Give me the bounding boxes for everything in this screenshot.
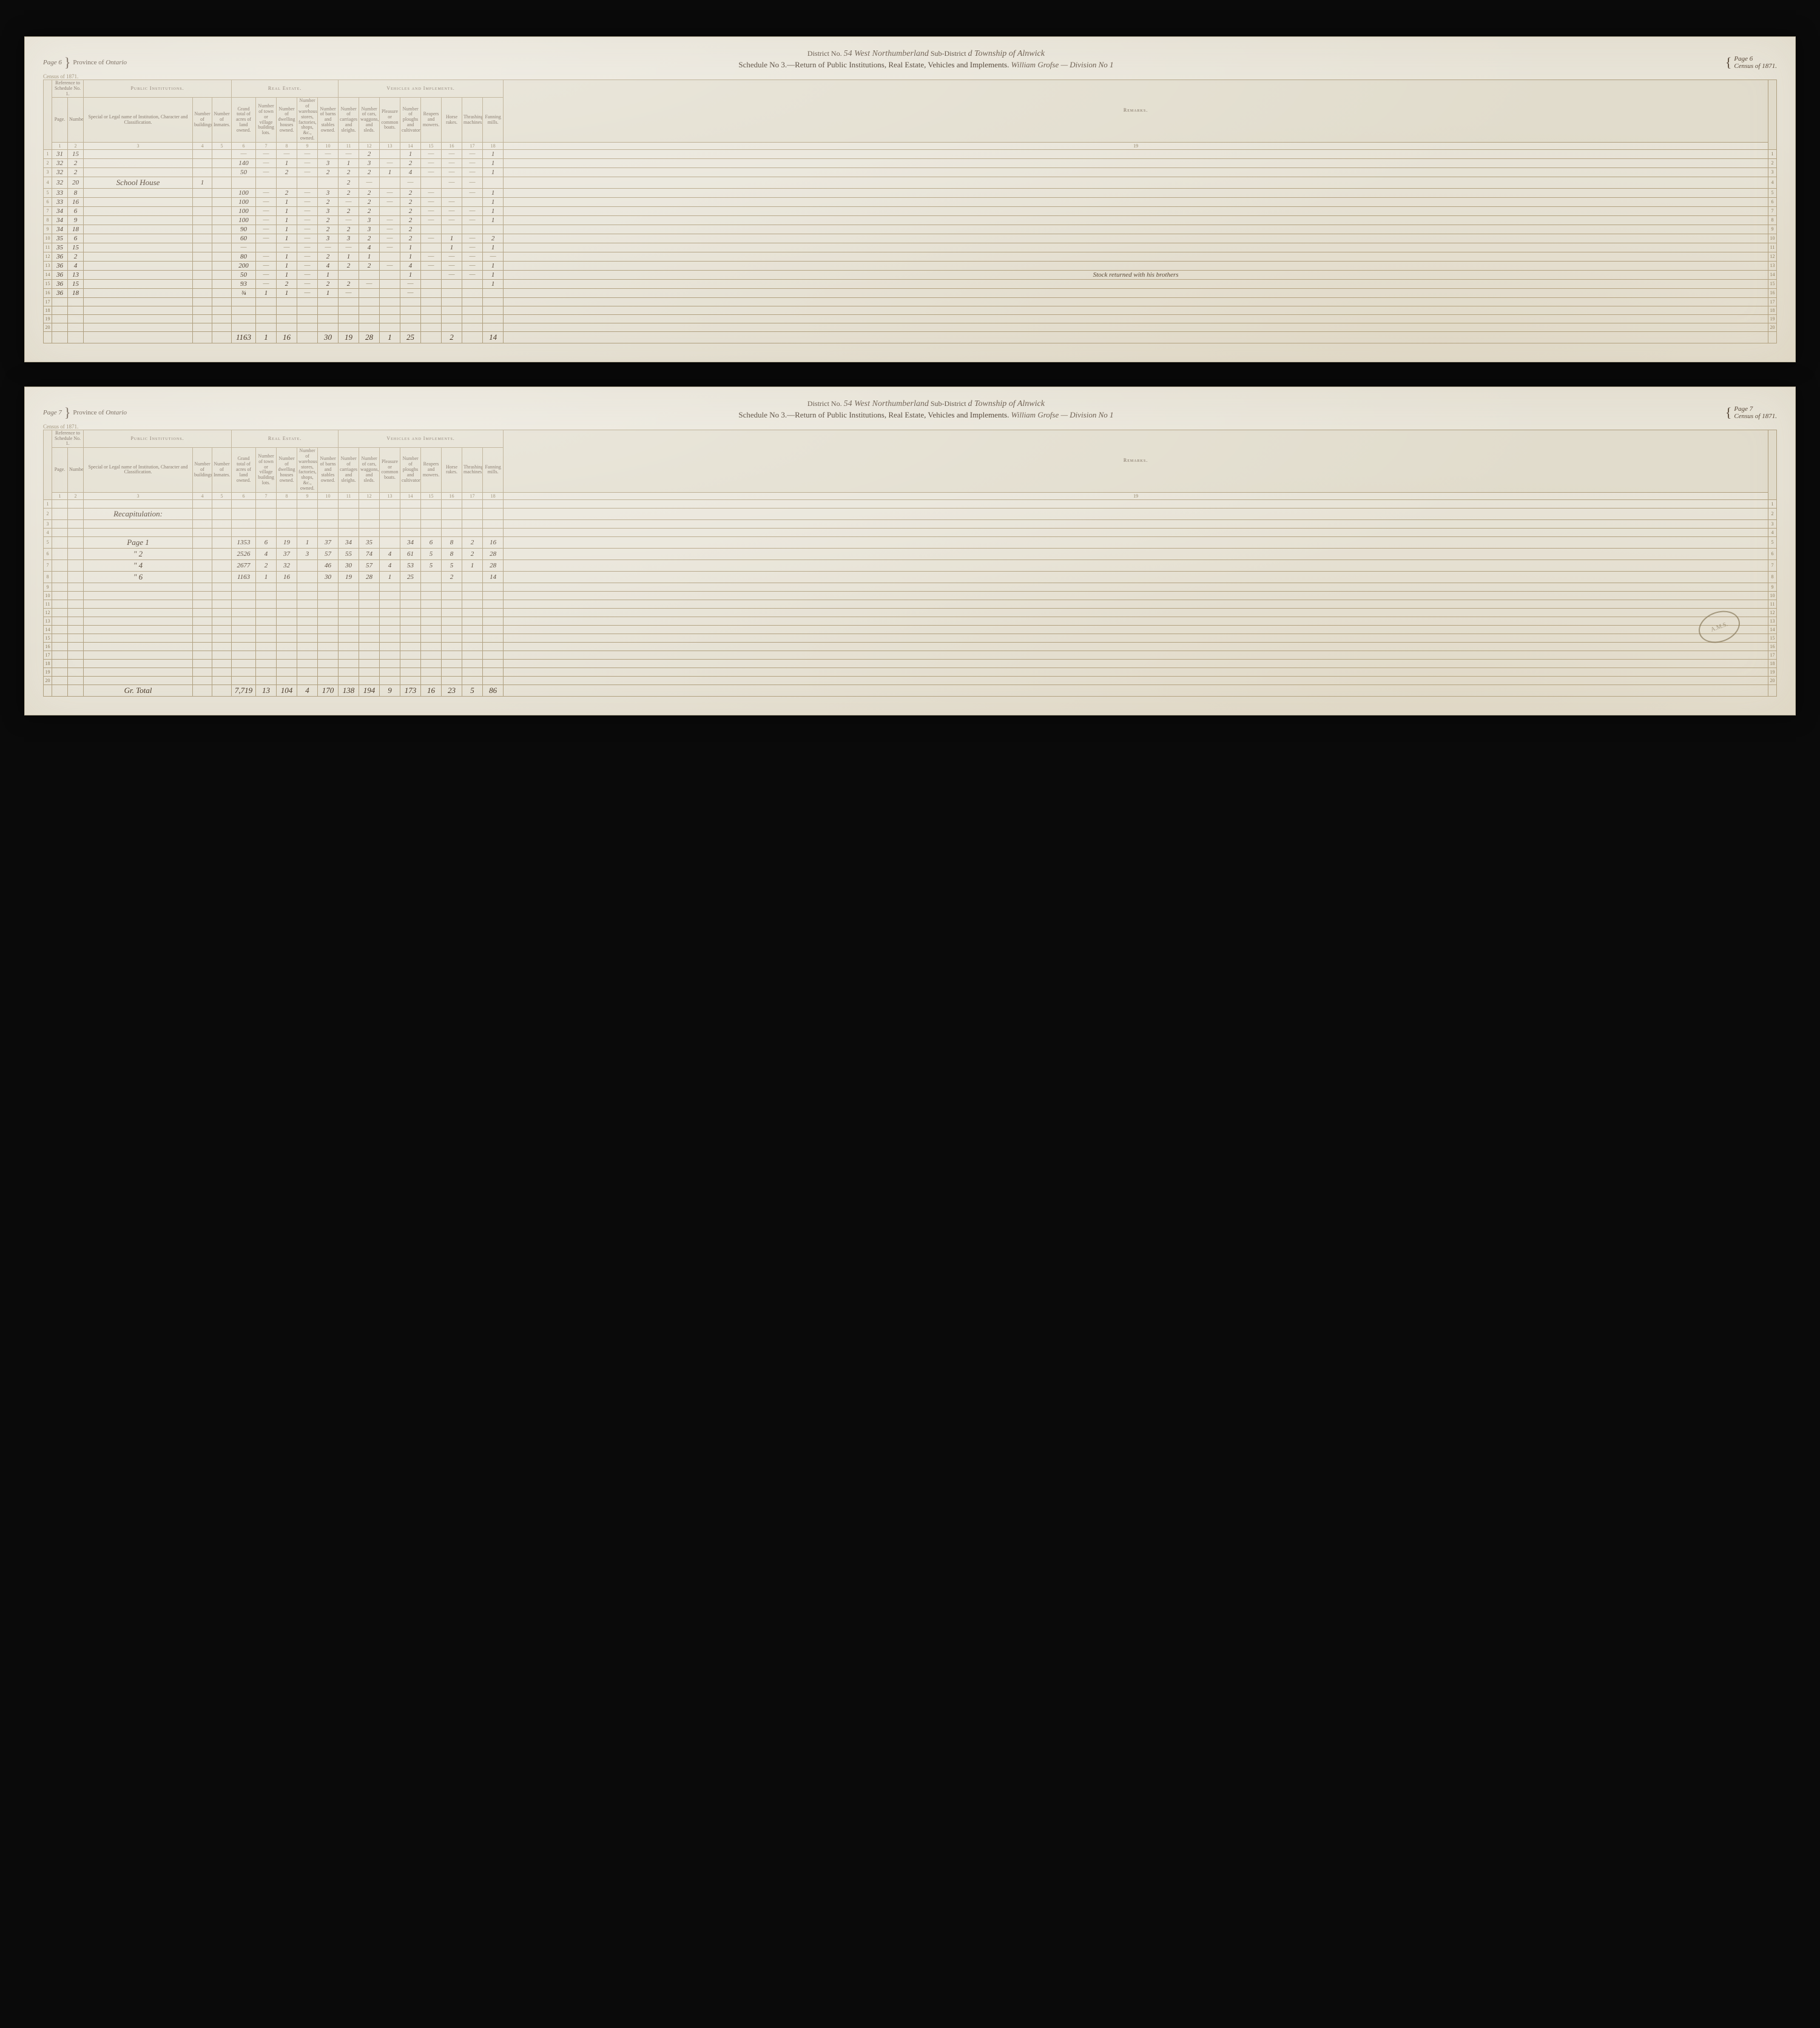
col-6: Grand total of acres of land owned. bbox=[232, 98, 256, 142]
table-row: 1111 bbox=[44, 600, 1777, 608]
district-value: 54 West Northumberland bbox=[844, 49, 929, 58]
table-row: 44 bbox=[44, 528, 1777, 536]
table-row: 2020 bbox=[44, 676, 1777, 684]
page-header-bottom: Page 7 } Province of Ontario District No… bbox=[43, 399, 1777, 426]
table-row: 1919 bbox=[44, 668, 1777, 676]
table-row: 1035660—1—332—2—1—210 bbox=[44, 234, 1777, 243]
table-row: 1236280—1—2111————12 bbox=[44, 252, 1777, 261]
col-10: Number of barns and stables owned. bbox=[318, 98, 339, 142]
col-ref: Reference to Schedule No. 1. bbox=[52, 80, 84, 98]
totals-row-top: 1163 1 16 30 19 28 1 25 2 14 bbox=[44, 331, 1777, 343]
table-row: 11 bbox=[44, 499, 1777, 508]
col-vehicles-head: Vehicles and Implements. bbox=[339, 80, 504, 98]
table-row: 33 bbox=[44, 519, 1777, 528]
table-row: 1010 bbox=[44, 591, 1777, 600]
grand-total-row: Gr. Total 7,719 13 104 4 170 138 194 9 1… bbox=[44, 684, 1777, 696]
col-13: Pleasure or common boats. bbox=[380, 98, 400, 142]
table-row: 14361350—1—11——1Stock returned with his … bbox=[44, 270, 1777, 279]
table-row: 43220School House12————4 bbox=[44, 177, 1777, 188]
ledger-table-top: Reference to Schedule No. 1. Public Inst… bbox=[43, 79, 1777, 343]
col-17: Thrashing machines. bbox=[462, 98, 483, 142]
table-row: 6" 225264373575574461582286 bbox=[44, 548, 1777, 559]
table-row: 13364200—1—422—4———113 bbox=[44, 261, 1777, 270]
table-row: 1414 bbox=[44, 625, 1777, 634]
table-row: 2020 bbox=[44, 323, 1777, 331]
subdistrict-label: Sub-District bbox=[931, 49, 966, 58]
col-7: Number of town or village building lots. bbox=[256, 98, 277, 142]
table-row: 7" 42677232463057453551287 bbox=[44, 559, 1777, 571]
table-row: 5338100—2—322—2——15 bbox=[44, 188, 1777, 197]
district-label: District No. bbox=[807, 49, 842, 58]
table-row: 113515—————4—11—111 bbox=[44, 243, 1777, 252]
table-row: 1616 bbox=[44, 642, 1777, 651]
table-row: 1818 bbox=[44, 306, 1777, 314]
table-row: 1313 bbox=[44, 617, 1777, 625]
col-institution: Special or Legal name of Institution, Ch… bbox=[84, 98, 193, 142]
col-num-row: 12 345 678910 1112131415161718 19 bbox=[44, 142, 1777, 149]
col-number: Number. bbox=[68, 98, 84, 142]
col-15: Reapers and mowers. bbox=[421, 98, 442, 142]
table-row: 99 bbox=[44, 583, 1777, 591]
table-row: 1515 bbox=[44, 634, 1777, 642]
col-16: Horse rakes. bbox=[442, 98, 462, 142]
table-row: 1717 bbox=[44, 651, 1777, 659]
col-14: Number of ploughs and cultivators. bbox=[400, 98, 421, 142]
subdistrict-value: d Township of Alnwick bbox=[968, 49, 1045, 58]
enumerator: William Grofse — Division No 1 bbox=[1011, 60, 1114, 69]
col-remarks-head: Remarks. bbox=[504, 80, 1768, 143]
page-num-left: 6 bbox=[58, 59, 62, 66]
grand-label: Gr. Total bbox=[84, 684, 193, 696]
ledger-page-7: Page 7 } Province of Ontario District No… bbox=[24, 387, 1796, 715]
page-num-left-b: 7 bbox=[58, 409, 62, 416]
col-realestate-head: Real Estate. bbox=[232, 80, 339, 98]
table-row: 163618¾11—1——16 bbox=[44, 288, 1777, 297]
table-row: 7346100—1—3222———17 bbox=[44, 206, 1777, 215]
table-row: 9341890—1—223—29 bbox=[44, 225, 1777, 234]
table-row: 1919 bbox=[44, 314, 1777, 323]
table-row: 8" 611631163019281252148 bbox=[44, 571, 1777, 583]
col-page: Page. bbox=[52, 98, 68, 142]
col-pub-head: Public Institutions. bbox=[84, 80, 232, 98]
table-row: 2Recapitulation:2 bbox=[44, 508, 1777, 519]
table-row: 1212 bbox=[44, 608, 1777, 617]
table-row: 5Page 11353619137343534682165 bbox=[44, 536, 1777, 548]
col-11: Number of carriages and sleighs. bbox=[339, 98, 359, 142]
table-row: 15361593—2—22——115 bbox=[44, 279, 1777, 288]
page-header-top: Page 6 } Province of Ontario District No… bbox=[43, 49, 1777, 76]
ledger-page-6: Page 6 } Province of Ontario District No… bbox=[24, 36, 1796, 362]
table-row: 8349100—1—2—3—2———18 bbox=[44, 215, 1777, 225]
table-row: 2322140—1—313—2———12 bbox=[44, 158, 1777, 167]
col-12: Number of cars, waggons, and sleds. bbox=[359, 98, 380, 142]
table-row: 13115——————21———11 bbox=[44, 149, 1777, 158]
schedule-title: Schedule No 3.—Return of Public Institut… bbox=[738, 60, 1009, 69]
table-row: 332250—2—22214———13 bbox=[44, 167, 1777, 177]
recapitulation-label: Recapitulation: bbox=[84, 508, 193, 519]
col-inmates: Number of Inmates. bbox=[212, 98, 232, 142]
col-9: Number of warehouses, stores, factories,… bbox=[297, 98, 318, 142]
table-row: 1717 bbox=[44, 297, 1777, 306]
page-num-right: 6 bbox=[1750, 55, 1753, 63]
col-18: Fanning mills. bbox=[483, 98, 504, 142]
col-buildings: Number of buildings. bbox=[193, 98, 212, 142]
province-value: Ontario bbox=[106, 59, 127, 66]
province-label: Province of bbox=[73, 59, 104, 66]
table-row: 1818 bbox=[44, 659, 1777, 668]
ledger-table-bottom: Reference to Schedule No. 1. Public Inst… bbox=[43, 430, 1777, 697]
col-8: Number of dwelling houses owned. bbox=[277, 98, 297, 142]
census-label: Census of 1871. bbox=[1734, 63, 1777, 70]
table-row: 63316100—1—2—2—2——16 bbox=[44, 197, 1777, 206]
